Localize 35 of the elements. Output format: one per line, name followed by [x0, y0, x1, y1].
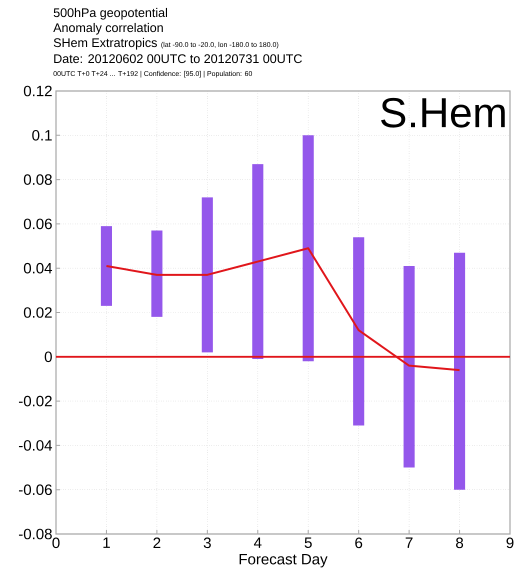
x-tick-label: 2: [153, 538, 160, 548]
annotation: S.Hem: [381, 98, 505, 128]
bar: [302, 135, 314, 362]
y-tick-label: -0.02: [18, 396, 52, 406]
x-tick-label: 1: [103, 538, 110, 548]
chart-title: 500hPa geopotential: [54, 8, 168, 20]
y-tick-label: 0.08: [24, 174, 52, 185]
bar: [353, 237, 364, 426]
y-tick-label: -0.04: [18, 440, 52, 451]
y-tick-label: 0.04: [24, 262, 52, 274]
y-tick-label: -0.08: [18, 528, 52, 540]
x-tick-label: 5: [304, 538, 312, 548]
bar: [404, 266, 415, 468]
x-tick-label: 7: [406, 538, 413, 548]
bar: [100, 226, 112, 306]
x-axis-title: Forecast Day: [240, 554, 328, 568]
x-tick-label: 0: [52, 538, 60, 548]
text: SHem Extratropics: [54, 38, 157, 50]
bar: [454, 252, 466, 490]
x-tick-label: 6: [355, 538, 362, 548]
y-tick-label: 0: [44, 351, 52, 362]
y-tick-label: 0.02: [24, 307, 52, 318]
bar: [202, 197, 213, 352]
y-tick-label: 0.1: [32, 130, 52, 141]
y-tick-label: 0.12: [24, 86, 52, 96]
bar: [151, 230, 162, 317]
y-tick-label: 0.06: [24, 218, 52, 230]
x-tick-label: 3: [204, 538, 211, 548]
y-tick-label: -0.06: [18, 484, 52, 496]
chart-subtitle: Anomaly correlation: [53, 22, 163, 35]
x-tick-label: 4: [254, 538, 262, 548]
x-tick-label: 9: [506, 538, 514, 548]
x-tick-label: 8: [456, 538, 464, 548]
bar: [252, 164, 264, 360]
text: Date: 20120602 00UTC to 20120731 00UTC: [54, 54, 302, 64]
